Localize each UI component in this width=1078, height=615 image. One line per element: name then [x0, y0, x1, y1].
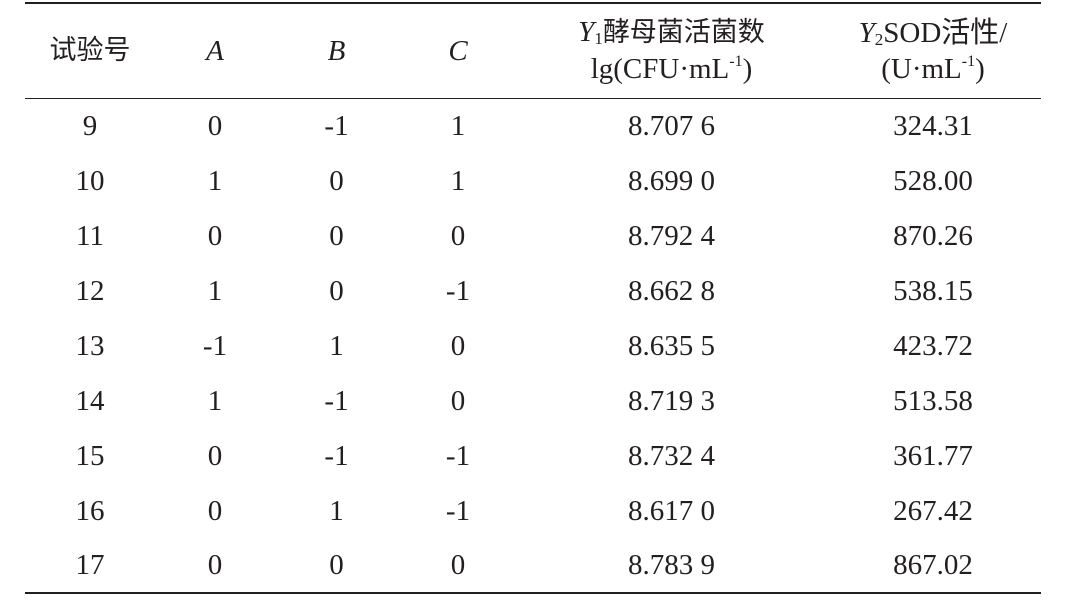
table-cell: 8.662 8: [628, 274, 715, 307]
table-cell: 267.42: [893, 494, 973, 527]
table-row: 16 0 1 -1 8.617 0 267.42: [25, 483, 1041, 538]
table-cell: 1: [207, 274, 223, 307]
table-cell: 10: [75, 164, 105, 197]
table-cell: -1: [324, 439, 349, 472]
table-cell: 8.635 5: [628, 329, 715, 362]
table-row: 14 1 -1 0 8.719 3 513.58: [25, 373, 1041, 428]
results-table: 试验号 A B C Y1酵母菌活菌数 lg(CFU·mL-1) Y2SOD活性/…: [25, 2, 1041, 594]
table-cell: 8.732 4: [628, 439, 715, 472]
table-cell: -1: [324, 109, 349, 142]
table-cell: 11: [76, 219, 104, 252]
table-cell: 538.15: [893, 274, 973, 307]
table-cell: 1: [450, 109, 466, 142]
table-row: 12 1 0 -1 8.662 8 538.15: [25, 263, 1041, 318]
table-cell: 423.72: [893, 329, 973, 362]
table-cell: 1: [329, 494, 344, 527]
table-row: 11 0 0 0 8.792 4 870.26: [25, 208, 1041, 263]
table-cell: 17: [75, 549, 105, 581]
table-row: 15 0 -1 -1 8.732 4 361.77: [25, 428, 1041, 483]
table-row: 9 0 -1 1 8.707 6 324.31: [25, 98, 1041, 153]
table-row: 17 0 0 0 8.783 9 867.02: [25, 538, 1041, 593]
table-cell: 0: [207, 494, 223, 527]
table-cell: 870.26: [893, 219, 973, 252]
table-cell: 8.792 4: [628, 219, 715, 252]
table-cell: 12: [75, 274, 105, 307]
table-cell: 528.00: [893, 164, 973, 197]
table-cell: 324.31: [893, 109, 973, 142]
table-cell: 1: [329, 329, 344, 362]
header-a: A: [206, 34, 224, 67]
header-row: 试验号 A B C Y1酵母菌活菌数 lg(CFU·mL-1) Y2SOD活性/…: [25, 3, 1041, 98]
table-cell: 0: [450, 549, 466, 581]
table-cell: 361.77: [893, 439, 973, 472]
table-cell: 0: [207, 109, 223, 142]
table-cell: 8.617 0: [628, 494, 715, 527]
table-cell: 15: [75, 439, 105, 472]
header-trial: 试验号: [49, 35, 131, 67]
header-y1: Y1酵母菌活菌数 lg(CFU·mL-1): [578, 16, 765, 86]
table-cell: 0: [329, 219, 344, 252]
header-y2: Y2SOD活性/ (U·mL-1): [858, 16, 1008, 85]
table-cell: 867.02: [893, 549, 973, 581]
table-cell: 0: [207, 219, 223, 252]
table-cell: 0: [329, 274, 344, 307]
table-cell: 0: [329, 549, 344, 581]
table-cell: 8.783 9: [628, 549, 715, 581]
table-cell: 1: [207, 164, 223, 197]
table-cell: 1: [450, 164, 466, 197]
table-cell: 0: [207, 439, 223, 472]
table-cell: 16: [75, 494, 105, 527]
header-c: C: [448, 34, 468, 67]
table-cell: -1: [445, 274, 471, 307]
table-cell: 0: [450, 219, 466, 252]
table-cell: 9: [82, 109, 98, 142]
table-cell: -1: [202, 329, 228, 362]
table-cell: 0: [329, 164, 344, 197]
table-cell: 0: [450, 384, 466, 417]
table-row: 13 -1 1 0 8.635 5 423.72: [25, 318, 1041, 373]
table-cell: 8.707 6: [628, 109, 715, 142]
table-cell: -1: [445, 494, 471, 527]
table-cell: -1: [445, 439, 471, 472]
table-cell: 0: [450, 329, 466, 362]
table-cell: 513.58: [893, 384, 973, 417]
table-cell: 1: [207, 384, 223, 417]
table-cell: 14: [75, 384, 105, 417]
table-cell: 0: [207, 549, 223, 581]
table-cell: -1: [324, 384, 349, 417]
table-row: 10 1 0 1 8.699 0 528.00: [25, 153, 1041, 208]
table-cell: 8.699 0: [628, 164, 715, 197]
header-b: B: [327, 34, 346, 67]
table-cell: 13: [75, 329, 105, 362]
table-cell: 8.719 3: [628, 384, 715, 417]
